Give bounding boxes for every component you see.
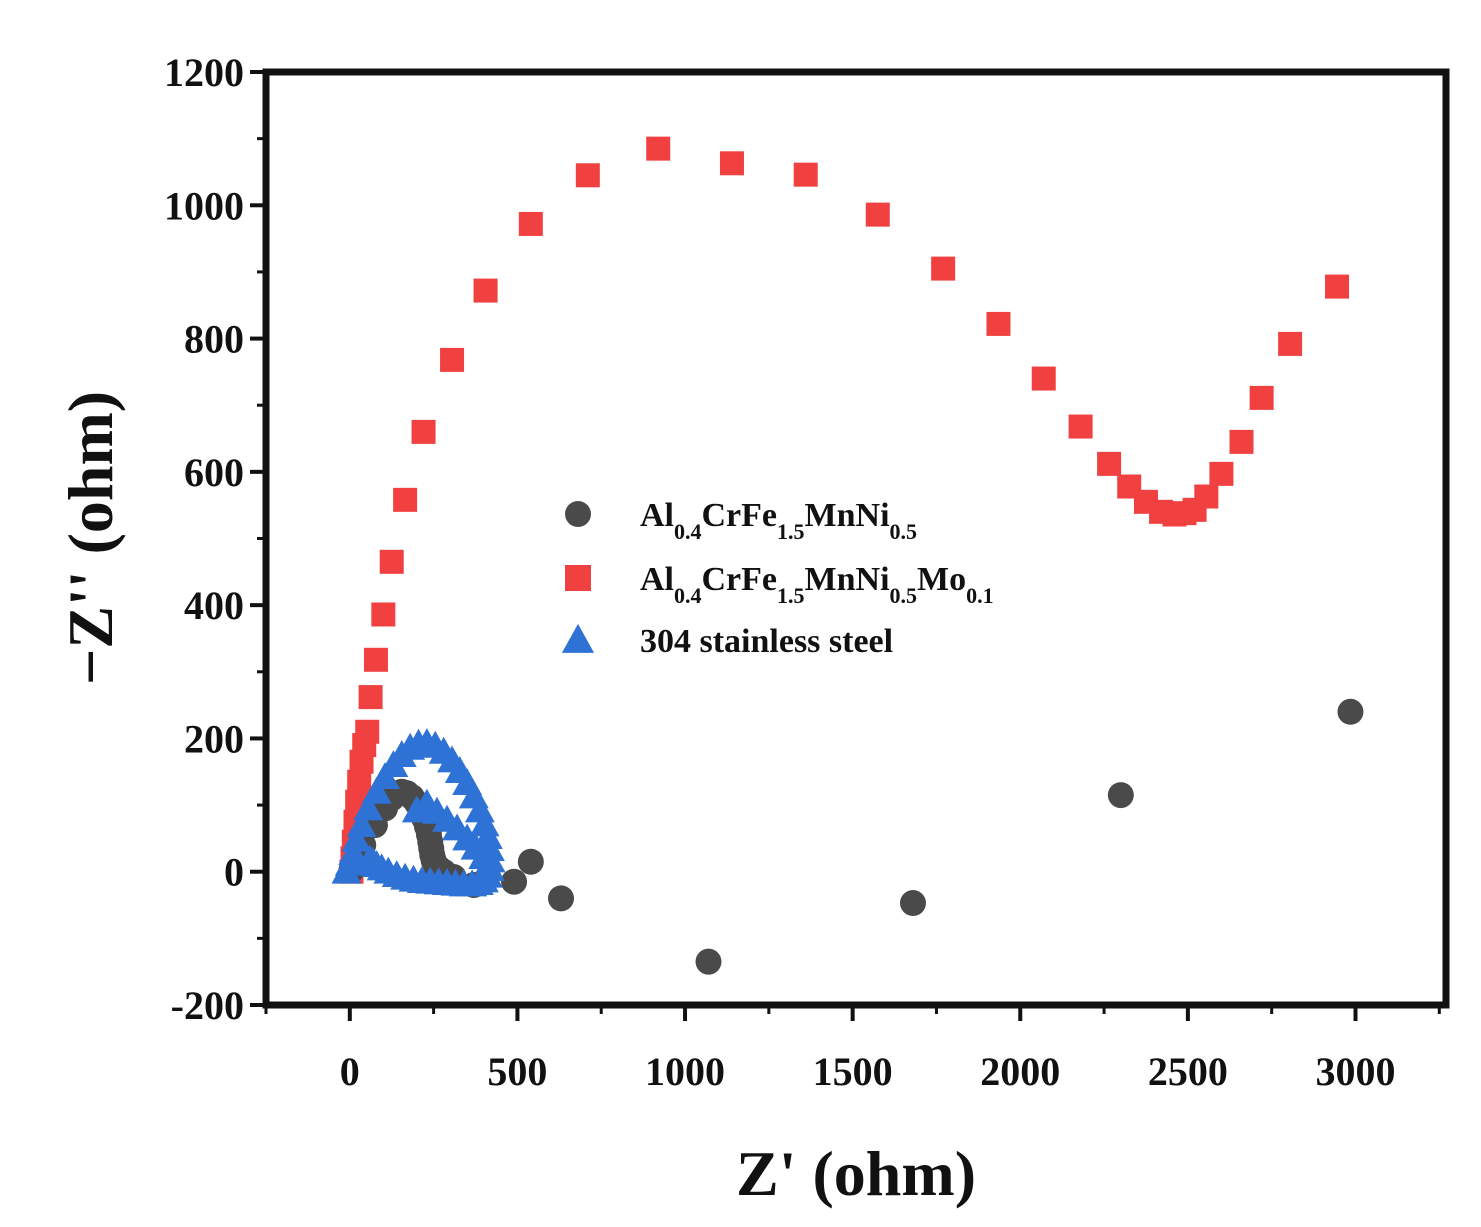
x-tick-labels: 0 500 1000 1500 2000 2500 3000 [340, 1049, 1396, 1094]
legend-square-marker [565, 565, 591, 591]
square-data-point [1068, 414, 1093, 439]
square-data-point [473, 278, 498, 303]
legend: Al0.4CrFe1.5MnNi0.5 Al0.4CrFe1.5MnNi0.5Mo… [561, 497, 994, 660]
triangle-data-point [361, 776, 392, 804]
triangle-data-point [468, 842, 499, 870]
triangle-data-point [341, 824, 372, 852]
y-tick-label: 1200 [164, 50, 244, 95]
square-data-point [518, 211, 543, 236]
square-data-point [1229, 429, 1254, 454]
y-tick-label: 0 [224, 850, 244, 895]
square-data-point [646, 136, 671, 161]
square-data-point [393, 487, 418, 512]
square-data-point [1194, 484, 1219, 509]
triangle-data-point [346, 810, 377, 838]
square-data-point [931, 256, 956, 281]
square-data-point [1209, 461, 1234, 486]
data-points [331, 136, 1364, 975]
square-data-point [865, 202, 890, 227]
square-data-point [1031, 366, 1056, 391]
circle-data-point [548, 885, 574, 912]
square-data-point [363, 647, 388, 672]
circle-data-point [1107, 782, 1134, 809]
y-tick-label: -200 [171, 983, 244, 1028]
x-tick-label: 2500 [1148, 1049, 1228, 1094]
square-data-point [355, 719, 380, 744]
square-data-point [986, 311, 1011, 336]
triangle-data-point [354, 844, 385, 872]
square-data-point [1278, 331, 1303, 356]
legend-label: 304 stainless steel [640, 623, 893, 660]
square-data-point [1249, 385, 1274, 410]
circle-data-point [695, 948, 722, 975]
circle-data-point [501, 868, 528, 895]
x-tick-label: 1000 [645, 1049, 725, 1094]
plot-frame [262, 68, 1450, 1009]
y-axis-title: −Z'' (ohm) [55, 391, 126, 685]
y-tick-label: 1000 [164, 183, 244, 228]
x-axis-title: Z' (ohm) [736, 1138, 976, 1209]
x-tick-label: 2000 [980, 1049, 1060, 1094]
square-data-point [719, 151, 744, 176]
x-tick-label: 500 [487, 1049, 547, 1094]
y-tick-label: 600 [184, 450, 244, 495]
circle-data-point [517, 848, 544, 875]
square-data-point [1325, 274, 1350, 299]
legend-label: Al0.4CrFe1.5MnNi0.5 [640, 497, 917, 544]
circle-data-point [899, 890, 926, 917]
square-data-point [440, 347, 465, 372]
square-data-point [793, 162, 818, 187]
x-tick-label: 3000 [1315, 1049, 1395, 1094]
square-data-point [379, 549, 404, 574]
square-data-point [1097, 451, 1122, 476]
square-data-point [411, 419, 436, 444]
legend-circle-marker [565, 501, 591, 527]
triangle-data-point [353, 793, 384, 821]
y-tick-label: 800 [184, 317, 244, 362]
y-tick-labels: -200 0 200 400 600 800 1000 1200 [164, 50, 244, 1028]
square-data-point [358, 685, 383, 710]
x-tick-label: 1500 [813, 1049, 893, 1094]
square-data-point [371, 602, 396, 627]
circle-data-point [1337, 698, 1364, 725]
x-tick-label: 0 [340, 1049, 360, 1094]
legend-label: Al0.4CrFe1.5MnNi0.5Mo0.1 [640, 561, 994, 608]
y-tick-label: 400 [184, 583, 244, 628]
y-tick-label: 200 [184, 716, 244, 761]
square-data-point [575, 163, 600, 188]
series-triangle-points [331, 728, 506, 897]
legend-triangle-marker [561, 623, 595, 653]
